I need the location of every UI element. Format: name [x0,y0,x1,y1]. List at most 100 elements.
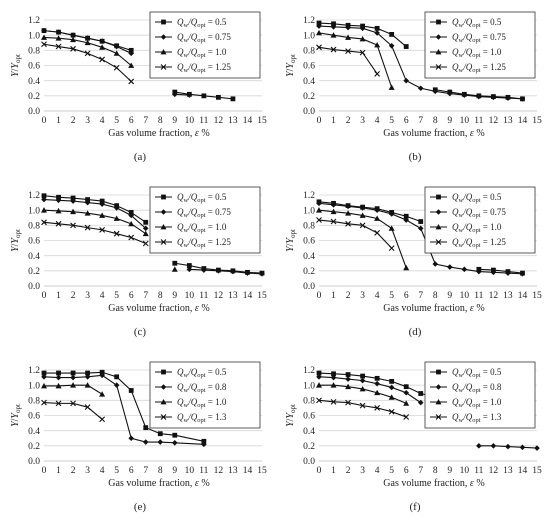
data-point [417,399,424,406]
data-point [316,23,322,29]
series-3 [316,29,395,90]
legend-marker [435,384,442,390]
data-point [345,220,351,227]
legend-entry: Qw/Qopt = 1.25 [452,237,506,249]
x-tick-label: 9 [447,291,452,301]
legend: Qw/Qopt = 0.5 Qw/Qopt = 0.8 Qw/Qopt = 1.0 Q… [149,361,261,429]
y-tick-label: 0.0 [28,282,40,292]
x-tick-label: 0 [317,466,322,476]
x-tick-label: 9 [447,116,452,126]
x-tick-label: 7 [143,466,148,476]
x-axis-label: Gas volume fraction, ε % [383,303,484,314]
data-point [70,36,77,43]
x-tick-label: 11 [474,116,483,126]
x-tick-label: 12 [214,291,224,301]
legend-marker [161,369,166,375]
data-point [330,398,337,405]
data-point [461,92,468,98]
data-point [403,217,409,223]
legend: Qw/Qopt = 0.5 Qw/Qopt = 0.8 Qw/Qopt = 1.0 Q… [424,361,536,429]
legend-entry: Qw/Qopt = 1.25 [452,62,506,74]
x-tick-label: 9 [172,466,177,476]
x-tick-label: 14 [518,466,528,476]
legend-entry: Qw/Qopt = 0.5 [177,17,227,29]
data-point [114,374,120,380]
data-point [374,375,380,381]
data-point [84,210,91,216]
data-point [476,268,482,275]
x-tick-label: 2 [346,291,351,301]
data-point [374,30,380,36]
y-tick-label: 0.4 [303,427,315,437]
data-point [345,383,352,390]
panel-label: (a) [134,151,147,163]
data-point [99,38,105,45]
x-tick-label: 6 [404,116,409,126]
data-point [374,230,381,236]
data-point [70,222,76,229]
data-point [41,382,47,389]
x-tick-label: 11 [199,466,208,476]
x-tick-label: 14 [243,466,253,476]
data-point [374,25,380,31]
legend-entry: Qw/Qopt = 1.3 [452,412,502,424]
x-tick-label: 9 [447,466,452,476]
x-tick-label: 15 [532,116,542,126]
legend-marker [435,224,442,230]
data-point [432,261,439,267]
data-point [55,207,62,214]
data-point [389,378,395,384]
x-tick-label: 6 [129,291,134,301]
x-tick-label: 14 [518,116,528,126]
series-line [43,402,103,420]
x-tick-label: 4 [375,116,380,126]
x-tick-label: 7 [418,466,423,476]
data-point [41,207,47,213]
data-point [359,377,366,384]
data-point [316,207,322,213]
series-4 [316,44,381,77]
legend-marker [160,34,167,40]
panel-b: 0.00.20.40.60.81.01.20 1 2 3 4 5 6 7 8 9 10 11 12 13 1… [285,11,542,163]
data-point [316,20,322,26]
x-tick-label: 11 [474,466,483,476]
legend-marker [160,224,167,230]
series-3 [41,34,135,68]
x-tick-label: 12 [489,466,499,476]
data-point [201,438,207,444]
data-point [142,230,149,237]
data-point [374,405,381,411]
data-point [113,50,120,56]
x-tick-label: 7 [143,116,148,126]
data-point [345,376,351,382]
data-point [316,44,322,51]
data-point [41,41,47,48]
x-tick-label: 6 [129,466,134,476]
data-point [142,439,149,445]
data-point [41,370,47,376]
series-4 [41,41,135,85]
x-tick-label: 3 [85,116,90,126]
x-tick-label: 8 [433,466,438,476]
x-tick-label: 4 [100,291,105,301]
legend-marker [436,369,441,375]
data-point [403,414,410,420]
y-tick-label: 0.6 [303,62,315,72]
x-tick-label: 6 [129,116,134,126]
panel-f: 0.00.20.40.60.81.01.20 1 2 3 4 5 6 7 8 9 10 11 12 13 1… [285,361,542,513]
legend-entry: Qw/Qopt = 1.0 [177,222,227,234]
legend-entry: Qw/Qopt = 0.75 [452,32,506,44]
data-point [316,29,322,36]
data-point [432,88,439,95]
data-point [128,62,135,68]
legend-entry: Qw/Qopt = 0.5 [177,367,227,379]
data-point [447,264,453,270]
legend-marker [435,209,442,215]
x-tick-label: 15 [532,291,542,301]
data-point [331,21,336,27]
data-point [418,391,424,396]
y-tick-label: 1.2 [303,366,315,376]
y-tick-label: 0.2 [303,267,315,277]
x-tick-label: 5 [114,466,119,476]
x-tick-label: 4 [375,466,380,476]
